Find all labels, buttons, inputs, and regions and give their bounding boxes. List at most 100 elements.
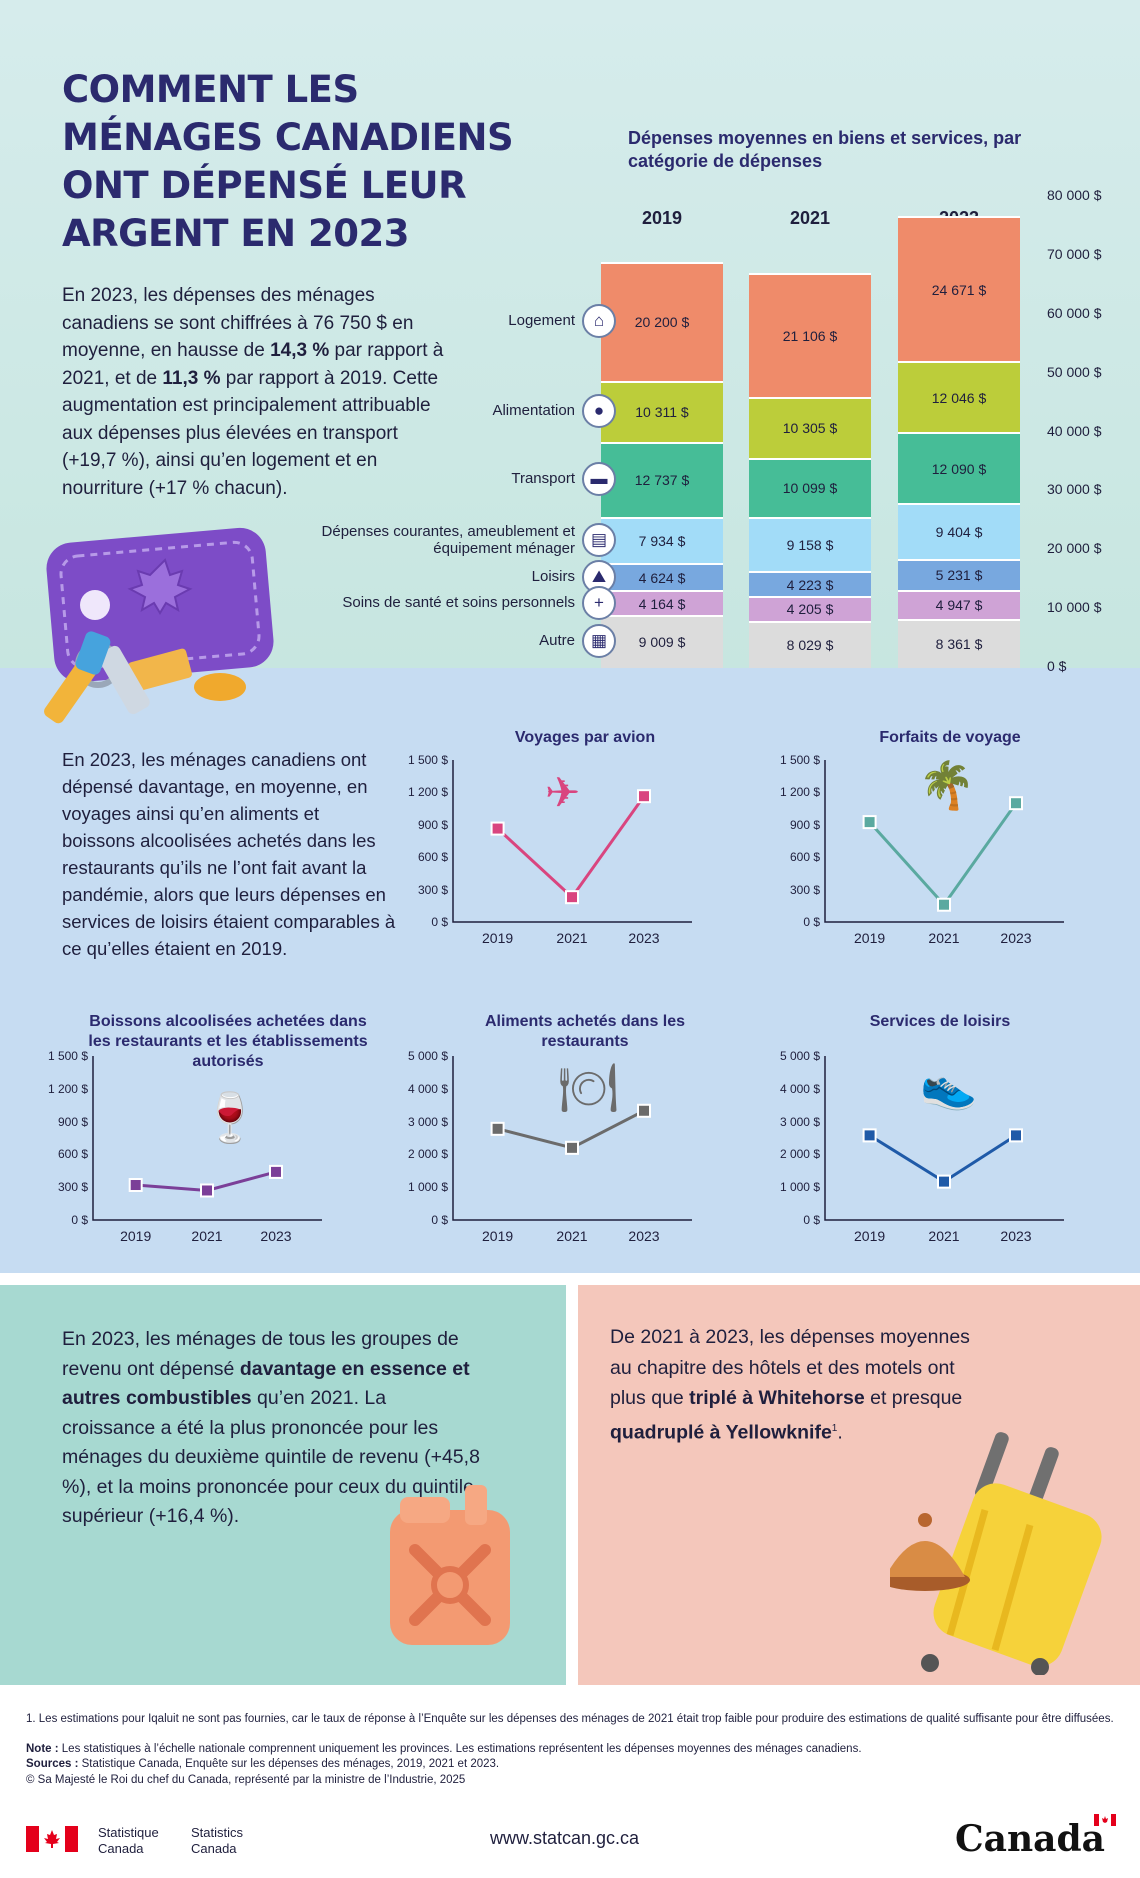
data-point: [862, 815, 877, 830]
bar-segment: 20 200 $: [601, 261, 723, 381]
wordmark-flag-icon: [1094, 1814, 1116, 1826]
category-label: Loisirs: [531, 567, 575, 585]
bar-segment: 12 737 $: [601, 441, 723, 517]
footnote-note: Note : Les statistiques à l’échelle nati…: [26, 1743, 862, 1755]
bar-segment: 10 311 $: [601, 380, 723, 442]
data-point: [200, 1183, 214, 1198]
line-chart-plot: 2019 2021 2023: [92, 1056, 322, 1244]
page-title: COMMENT LES MÉNAGES CANADIENS ONT DÉPENS…: [62, 68, 514, 255]
bar-segment: 8 029 $: [749, 620, 871, 668]
y-tick-label: 1 000 $: [407, 1180, 448, 1195]
data-point: [937, 897, 951, 912]
y-tick-label: 2 000 $: [779, 1147, 820, 1162]
data-point: [1009, 1128, 1023, 1143]
bar-segment: 8 361 $: [898, 618, 1020, 668]
y-tick-label: 1 500 $: [407, 753, 448, 767]
x-tick-label: 2019: [120, 1228, 151, 1244]
line-charts: Voyages par avion 1 500 $ 1 200 $ 900 $ 600 …: [47, 729, 1064, 1244]
y-tick-label: 2 000 $: [407, 1147, 448, 1162]
line-chart-title: Boissons alcoolisées achetées dans les r…: [88, 1013, 368, 1070]
health-cross-icon: +: [582, 585, 616, 620]
data-point: [565, 890, 579, 905]
x-tick-label: 2021: [928, 930, 959, 946]
y-axis-label: 0 $: [1047, 658, 1067, 674]
category-label: Alimentation: [492, 402, 575, 420]
x-tick-label: 2021: [556, 1228, 587, 1244]
y-axis-label: 50 000 $: [1047, 363, 1102, 380]
data-point: [937, 1174, 951, 1189]
bar-segment: 9 158 $: [749, 517, 871, 572]
data-point: [862, 1128, 877, 1143]
wine-glass-icon: 🍷: [200, 1092, 260, 1145]
line-chart-title: Voyages par avion: [514, 729, 656, 746]
stacked-chart-title: Dépenses moyennes en biens et services, …: [628, 128, 1022, 171]
x-tick-label: 2021: [191, 1228, 222, 1244]
y-tick-label: 1 200 $: [407, 785, 448, 800]
canada-flag-icon: [26, 1826, 78, 1852]
year-label: 2019: [641, 208, 683, 228]
y-tick-label: 600 $: [789, 850, 820, 865]
bar-segment: 9 009 $: [601, 614, 723, 668]
apple-icon: ●: [582, 394, 616, 429]
y-tick-label: 600 $: [417, 850, 448, 865]
line-chart-title: Services de loisirs: [869, 1013, 1011, 1030]
y-tick-label: 900 $: [789, 817, 820, 832]
chart-axis: [92, 1056, 322, 1221]
x-tick-label: 2023: [628, 1228, 659, 1244]
y-axis-label: 10 000 $: [1047, 599, 1102, 616]
fuel-paragraph: En 2023, les ménages de tous les groupes…: [62, 1328, 480, 1527]
y-tick-label: 3 000 $: [407, 1114, 448, 1129]
y-tick-label: 300 $: [789, 882, 820, 897]
footnote-sources: Sources : Statistique Canada, Enquête su…: [26, 1758, 500, 1770]
y-tick-label: 5 000 $: [779, 1049, 820, 1063]
x-tick-label: 2019: [854, 930, 885, 946]
bar-segment: 4 164 $: [601, 590, 723, 615]
data-point: [490, 1121, 505, 1136]
category-label: Soins de santé et soins personnels: [342, 593, 575, 611]
line-chart-plot: 2019 2021 2023: [452, 760, 692, 946]
y-axis-label: 80 000 $: [1047, 187, 1102, 203]
bar-segment: 12 090 $: [898, 432, 1020, 504]
y-tick-label: 1 200 $: [47, 1081, 88, 1096]
y-tick-label: 0 $: [803, 1213, 820, 1227]
x-tick-label: 2019: [482, 930, 513, 946]
middle-section: [0, 668, 1140, 1273]
line-chart-title: Forfaits de voyage: [879, 729, 1021, 746]
agency-name-fr: Statistique Canada: [98, 1825, 159, 1856]
footer: [0, 1700, 1140, 1878]
y-tick-label: 900 $: [57, 1114, 88, 1129]
year-label: 2021: [789, 208, 831, 228]
wallet-keys-illustration: [44, 527, 274, 724]
website-link[interactable]: www.statcan.gc.ca: [490, 1828, 640, 1848]
data-point: [269, 1164, 283, 1179]
y-axis-label: 40 000 $: [1047, 422, 1102, 439]
bar-segment: 10 305 $: [749, 397, 871, 458]
car-icon: ▬: [582, 462, 616, 496]
x-tick-label: 2023: [260, 1228, 291, 1244]
y-tick-label: 0 $: [71, 1213, 88, 1227]
bar-segment: 4 223 $: [749, 571, 871, 596]
bar-segment: 4 205 $: [749, 595, 871, 621]
x-tick-label: 2023: [1000, 1228, 1031, 1244]
palm-island-icon: 🌴: [918, 759, 976, 811]
bar-segment: 7 934 $: [601, 516, 723, 564]
agency-name-en: Statistics Canada: [191, 1825, 244, 1856]
y-tick-label: 1 500 $: [47, 1049, 88, 1063]
y-tick-label: 900 $: [417, 817, 448, 832]
suitcase-bell-illustration: [890, 1432, 1102, 1675]
y-tick-label: 1 500 $: [779, 753, 820, 767]
bar-segment: 4 624 $: [601, 563, 723, 591]
bar-segment: 5 231 $: [898, 558, 1020, 590]
y-tick-label: 0 $: [431, 1213, 448, 1227]
middle-paragraph: En 2023, les ménages canadiens ont dépen…: [62, 749, 396, 959]
bar-segment: 9 404 $: [898, 503, 1020, 559]
category-label: Dépenses courantes, ameublement et équip…: [321, 522, 575, 557]
y-tick-label: 1 000 $: [779, 1180, 820, 1195]
canada-wordmark: Canada: [955, 1818, 1105, 1860]
bar-segment: 4 947 $: [898, 589, 1020, 619]
data-point: [565, 1140, 579, 1155]
y-axis-label: 60 000 $: [1047, 304, 1102, 321]
footnote-1: 1. Les estimations pour Iqaluit ne sont …: [26, 1713, 1114, 1725]
line-chart-plot: 2019 2021 2023: [824, 760, 1064, 946]
house-icon: ⌂: [582, 304, 616, 339]
